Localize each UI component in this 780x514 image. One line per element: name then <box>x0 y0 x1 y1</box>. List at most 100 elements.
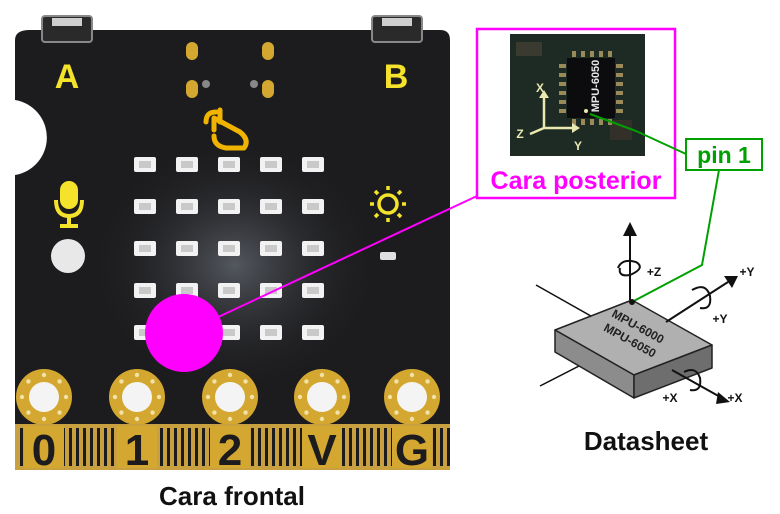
pin-ring[interactable] <box>294 369 350 425</box>
pin1-line-top <box>589 113 687 155</box>
chip-axes-icon <box>529 90 580 136</box>
led <box>218 325 240 340</box>
connector-finger-gap <box>272 428 275 466</box>
led <box>260 241 282 256</box>
pin1-line-bottom <box>631 169 720 303</box>
chip-axis-z: Z <box>516 127 523 141</box>
microphone-icon <box>54 181 84 228</box>
led <box>134 157 156 172</box>
connector-finger-gap <box>20 428 23 466</box>
magenta-connector-line <box>183 195 478 334</box>
connector-finger-gap <box>356 428 359 466</box>
pin-label-text: V <box>307 426 337 475</box>
connector-finger-gap <box>433 428 436 466</box>
led <box>302 157 324 172</box>
package-block <box>554 299 713 399</box>
pin-ring[interactable] <box>16 369 72 425</box>
led <box>302 241 324 256</box>
chip-axis-x: X <box>536 81 544 95</box>
connector-finger-gap <box>265 428 268 466</box>
button-a[interactable] <box>41 15 93 43</box>
connector-finger-gap <box>188 428 191 466</box>
plus-y-label-1: +Y <box>739 265 754 279</box>
chip-axis-y: Y <box>574 139 582 153</box>
connector-finger-gap <box>202 428 205 466</box>
logo-touch-pads[interactable] <box>186 42 274 98</box>
back-caption: Cara posterior <box>491 167 662 195</box>
edge-connector-rings <box>16 369 440 425</box>
pin1-label: pin 1 <box>697 142 751 168</box>
pin1-box <box>685 138 763 171</box>
connector-finger-gap <box>160 428 163 466</box>
touch-hand-icon <box>203 107 249 151</box>
connector-finger-gap <box>447 428 450 466</box>
connector-finger-gap <box>251 428 254 466</box>
z-axis-arrow <box>617 222 641 300</box>
x-axis-arrow <box>671 369 730 404</box>
microphone-hole <box>51 239 85 273</box>
pin-label-text: G <box>395 426 429 475</box>
led <box>260 157 282 172</box>
datasheet-caption: Datasheet <box>584 426 709 456</box>
led <box>218 241 240 256</box>
button-b[interactable] <box>371 15 423 43</box>
chip-location-marker <box>145 294 223 372</box>
connector-finger-gap <box>363 428 366 466</box>
connector-finger-gap <box>377 428 380 466</box>
pin-ring[interactable] <box>202 369 258 425</box>
light-sensor <box>380 252 396 260</box>
connector-finger-gap <box>76 428 79 466</box>
led <box>176 157 198 172</box>
plus-y-label-2: +Y <box>712 312 727 326</box>
led <box>260 199 282 214</box>
connector-finger-gap <box>279 428 282 466</box>
chip-photo-panel: MPU-6050 X Y Z Cara posterior <box>475 27 677 200</box>
front-caption: Cara frontal <box>159 481 305 511</box>
connector-finger-gap <box>286 428 289 466</box>
connector-finger-gap <box>83 428 86 466</box>
plus-x-label-1: +X <box>662 391 677 405</box>
connector-finger-gap <box>342 428 345 466</box>
pin-label: 0 <box>24 426 64 475</box>
pin-ring[interactable] <box>384 369 440 425</box>
chip-text: MPU-6050 <box>590 60 602 113</box>
chip-pin1-dot <box>584 109 588 113</box>
connector-finger-gap <box>104 428 107 466</box>
datasheet-diagram: MPU-6000 MPU-6050 +Z +Y +Y +X +X <box>535 222 755 405</box>
led <box>302 325 324 340</box>
connector-finger-gap <box>384 428 387 466</box>
microbit-board: A B <box>15 15 450 475</box>
connector-finger-gap <box>370 428 373 466</box>
pin-label: V <box>302 426 342 475</box>
pin-label: G <box>392 426 432 475</box>
led-matrix <box>134 157 324 340</box>
connector-finger-gap <box>293 428 296 466</box>
light-sensor-icon <box>370 186 406 222</box>
connector-finger-gap <box>258 428 261 466</box>
led <box>218 283 240 298</box>
package-pin1-dot <box>629 299 635 305</box>
led <box>134 241 156 256</box>
pin-label: 1 <box>117 426 157 475</box>
led <box>134 283 156 298</box>
led <box>134 199 156 214</box>
led <box>260 325 282 340</box>
connector-finger-gap <box>69 428 72 466</box>
button-b-label: B <box>384 58 409 96</box>
led <box>218 199 240 214</box>
connector-finger-gap <box>300 428 303 466</box>
connector-finger-gap <box>174 428 177 466</box>
connector-finger-gap <box>90 428 93 466</box>
pin-ring[interactable] <box>109 369 165 425</box>
connector-finger-gap <box>111 428 114 466</box>
plus-x-label-2: +X <box>727 391 742 405</box>
button-a-label: A <box>55 58 80 96</box>
pin-labels: 0 1 2 V G <box>24 426 432 475</box>
led <box>176 199 198 214</box>
pin-label: 2 <box>210 426 250 475</box>
connector-finger-gap <box>195 428 198 466</box>
pin-label-text: 0 <box>32 426 56 475</box>
y-axis-arrow <box>665 276 738 323</box>
plus-z-label: +Z <box>647 265 661 279</box>
